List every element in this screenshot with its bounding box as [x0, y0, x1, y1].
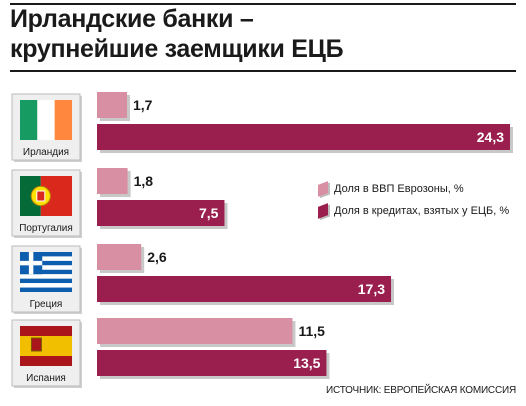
- greece-flag-stripe: [20, 265, 72, 270]
- greece-flag-stripe: [20, 283, 72, 288]
- legend-swatch-ecb-loans: [318, 203, 328, 219]
- gdp-share-bar-ireland: 1,7: [97, 92, 153, 121]
- bar: [97, 244, 142, 270]
- bar-value-label: 13,5: [293, 355, 320, 371]
- greece-flag-stripe: [20, 269, 72, 275]
- bar: [97, 124, 510, 150]
- bar: [97, 276, 392, 302]
- bar-value-label: 17,3: [358, 281, 385, 297]
- greece-cross-horizontal: [20, 260, 43, 266]
- spain-flag-red-top: [20, 326, 72, 336]
- ireland-flag-icon: [20, 100, 72, 140]
- greece-flag-stripe: [20, 260, 72, 266]
- category-group-portugal: Португалия 1,8 7,5: [11, 168, 228, 238]
- title-line-2: крупнейшие заемщики ЕЦБ: [10, 35, 344, 63]
- bar-value-label: 7,5: [199, 205, 219, 221]
- legend: Доля в ВВП Еврозоны, % Доля в кредитах, …: [318, 178, 509, 222]
- legend-item-ecb-loans: Доля в кредитах, взятых у ЕЦБ, %: [318, 200, 509, 222]
- ecb-loan-bar-spain: 13,5: [97, 350, 330, 379]
- spain-flag-icon: [20, 326, 72, 366]
- greece-flag-icon: [20, 252, 72, 292]
- bar-value-label: 11,5: [298, 323, 325, 339]
- bar-value-label: 2,6: [147, 249, 167, 265]
- ireland-flag-white: [37, 100, 55, 140]
- spain-flag-yellow: [20, 336, 72, 356]
- legend-item-gdp: Доля в ВВП Еврозоны, %: [318, 178, 509, 200]
- top-rule: [10, 3, 516, 5]
- category-label-ireland: Ирландия: [23, 147, 69, 158]
- greece-flag-stripe: [20, 256, 72, 261]
- legend-label-ecb-loans: Доля в кредитах, взятых у ЕЦБ, %: [334, 205, 510, 217]
- portugal-flag-green: [20, 176, 41, 216]
- gdp-share-bar-greece: 2,6: [97, 244, 167, 273]
- ecb-loan-bar-greece: 17,3: [97, 276, 395, 305]
- bar: [97, 318, 293, 344]
- category-label-greece: Греция: [30, 299, 63, 310]
- source-note: ИСТОЧНИК: ЕВРОПЕЙСКАЯ КОМИССИЯ: [326, 385, 516, 396]
- category-group-greece: Греция 2,6 17,3: [11, 244, 395, 314]
- bar: [97, 92, 127, 118]
- spain-flag-red-bottom: [20, 356, 72, 366]
- category-group-spain: Испания 11,5 13,5: [11, 318, 330, 388]
- greece-flag-stripe: [20, 278, 72, 284]
- bar-value-label: 1,7: [133, 97, 153, 113]
- ecb-loan-bar-ireland: 24,3: [97, 124, 513, 153]
- ireland-flag-orange: [54, 100, 72, 140]
- bar: [97, 168, 128, 194]
- greece-flag-stripe: [20, 274, 72, 279]
- gdp-share-bar-spain: 11,5: [97, 318, 325, 347]
- bar: [97, 350, 327, 376]
- bar: [97, 200, 225, 226]
- portugal-flag-icon: [20, 176, 72, 216]
- category-label-portugal: Португалия: [19, 223, 73, 234]
- bar-value-label: 24,3: [477, 129, 504, 145]
- category-label-spain: Испания: [26, 373, 66, 384]
- chart-title: Ирландские банки – крупнейшие заемщики Е…: [10, 4, 516, 64]
- gdp-share-bar-portugal: 1,8: [97, 168, 153, 197]
- greece-flag-stripe: [20, 287, 72, 292]
- ireland-flag-green: [20, 100, 38, 140]
- bar-value-label: 1,8: [134, 173, 154, 189]
- title-line-1: Ирландские банки –: [10, 5, 254, 33]
- spain-coat-of-arms-icon: [30, 337, 42, 352]
- ecb-loan-bar-portugal: 7,5: [97, 200, 228, 229]
- legend-label-gdp: Доля в ВВП Еврозоны, %: [334, 183, 464, 195]
- legend-swatch-gdp: [318, 181, 328, 197]
- category-group-ireland: Ирландия 1,7 24,3: [11, 92, 513, 162]
- greece-flag-stripe: [20, 252, 72, 257]
- portugal-shield-icon: [36, 190, 46, 202]
- title-underline: [10, 70, 516, 72]
